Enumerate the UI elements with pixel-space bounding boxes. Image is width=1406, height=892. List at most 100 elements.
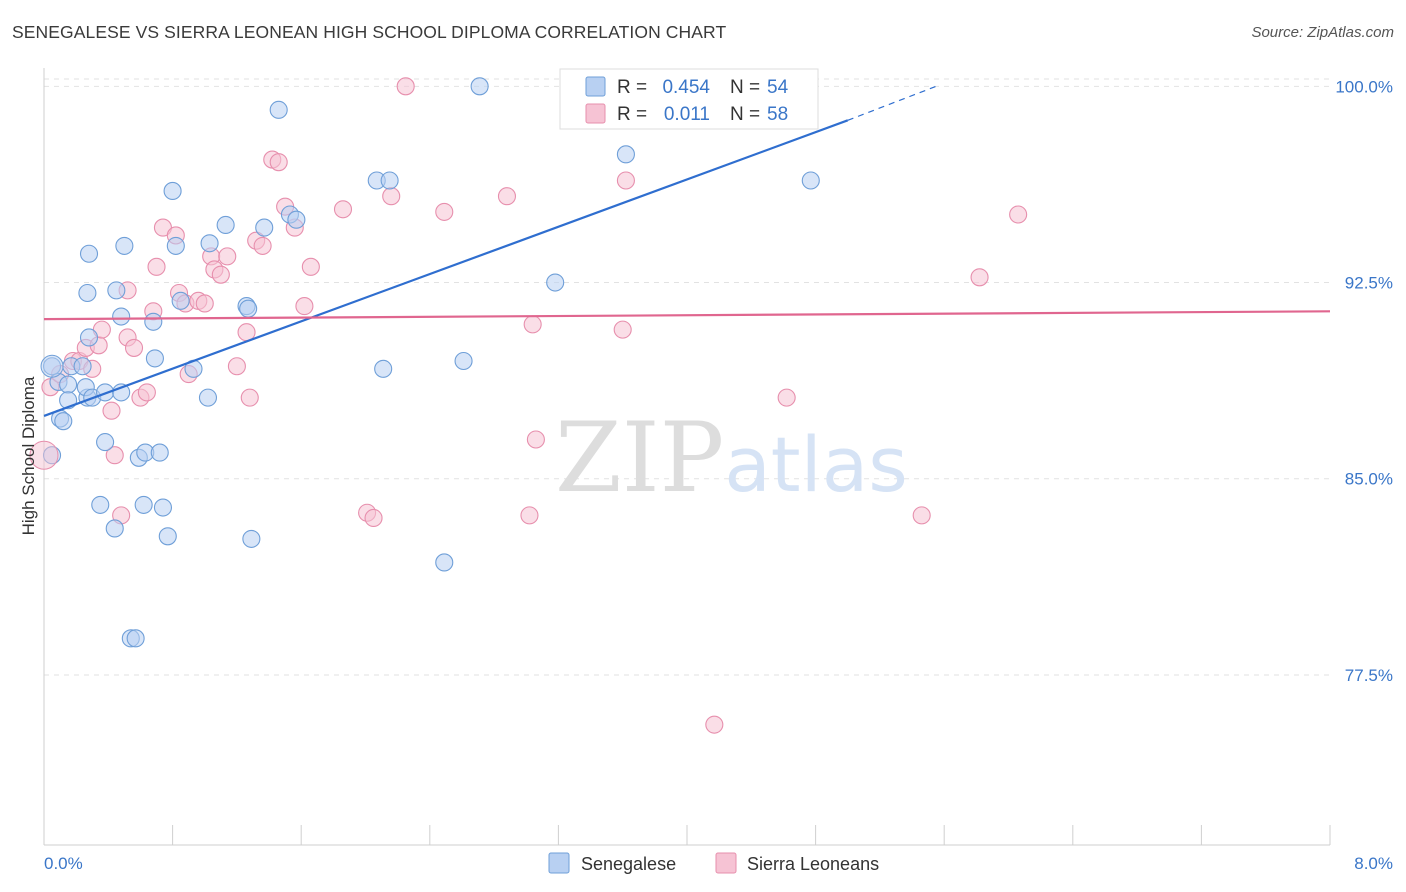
sierra-leonean-point <box>382 187 401 206</box>
senegalese-point <box>163 181 182 201</box>
sierra-leonean-point <box>227 357 246 376</box>
sierra-leonean-point <box>301 257 320 276</box>
sierra-leonean-point <box>364 508 383 528</box>
senegalese-point <box>54 412 73 431</box>
sierra-leonean-point <box>333 200 353 219</box>
senegalese-point <box>454 351 473 371</box>
x-tick-label-max: 8.0% <box>1354 854 1393 873</box>
sierra-leonean-point <box>218 247 237 266</box>
bottom-legend: Senegalese Sierra Leoneans <box>548 852 879 874</box>
bottom-legend-label-senegalese: Senegalese <box>581 854 676 874</box>
senegalese-point <box>107 281 126 300</box>
sierra-leonean-point <box>195 294 214 313</box>
sierra-leonean-point <box>912 506 931 525</box>
senegalese-point <box>255 218 274 237</box>
chart-title: SENEGALESE VS SIERRA LEONEAN HIGH SCHOOL… <box>12 22 727 42</box>
legend-r-label: R = <box>617 77 647 98</box>
y-tick-label: 100.0% <box>1335 77 1393 96</box>
watermark-zip: ZIP <box>555 402 724 514</box>
legend-r-label: R = <box>617 104 647 125</box>
senegalese-point <box>242 529 261 548</box>
sierra-leonean-point <box>520 506 539 525</box>
legend: R = 0.454 N = 54 R = 0.011 N = 58 <box>559 68 819 130</box>
data-points <box>29 77 1028 734</box>
senegalese-point <box>78 283 97 303</box>
watermark-text: ZIPatlas <box>555 402 908 514</box>
senegalese-point <box>239 299 258 318</box>
senegalese-point <box>112 307 131 326</box>
senegalese-point <box>59 375 78 394</box>
legend-n-value: 54 <box>767 77 789 98</box>
sierra-leonean-point <box>526 430 545 449</box>
grid <box>44 78 1330 676</box>
senegalese-point <box>144 312 163 331</box>
senegalese-point <box>105 519 124 538</box>
sierra-leonean-point <box>396 77 415 96</box>
senegalese-point <box>158 527 177 546</box>
sierra-leonean-point <box>970 268 989 287</box>
sierra-leonean-point <box>29 440 59 470</box>
senegalese-point <box>374 359 393 378</box>
legend-r-value: 0.011 <box>664 104 710 125</box>
watermark-atlas: atlas <box>724 420 908 509</box>
sierra-leonean-point <box>124 338 144 357</box>
y-axis-label: High School Diploma <box>19 376 38 535</box>
legend-swatch-sierra-leonean <box>585 103 606 124</box>
sierra-leonean-point <box>705 715 724 734</box>
sierra-leonean-point <box>295 297 314 316</box>
senegalese-point <box>470 77 489 96</box>
sierra-leonean-trend-line <box>43 310 1331 321</box>
sierra-leonean-point <box>616 171 635 190</box>
axis-labels: 100.0% 92.5% 85.0% 77.5% 0.0% 8.0% High School… <box>19 77 1393 873</box>
sierra-leonean-point <box>777 388 796 407</box>
senegalese-point <box>171 291 190 310</box>
senegalese-point <box>153 498 173 517</box>
sierra-leonean-point <box>1009 205 1028 224</box>
senegalese-point <box>546 273 565 292</box>
senegalese-point <box>126 629 145 648</box>
senegalese-point <box>287 210 306 229</box>
y-tick-label: 85.0% <box>1345 470 1393 489</box>
senegalese-point <box>134 495 153 514</box>
senegalese-point <box>40 354 64 378</box>
senegalese-point <box>91 495 110 514</box>
senegalese-point <box>380 171 399 190</box>
senegalese-point <box>616 145 635 164</box>
chart-source: Source: ZipAtlas.com <box>1251 24 1394 41</box>
legend-n-label: N = <box>730 77 760 98</box>
senegalese-point <box>79 328 99 347</box>
sierra-leonean-point <box>497 187 517 206</box>
bottom-legend-swatch-sierra-leonean <box>715 852 737 874</box>
senegalese-point <box>801 171 820 190</box>
legend-swatch-senegalese <box>585 76 606 97</box>
sierra-leonean-point <box>102 401 121 420</box>
senegalese-point <box>96 433 115 452</box>
senegalese-point <box>198 388 218 407</box>
sierra-leonean-point <box>523 315 542 334</box>
x-tick-label-min: 0.0% <box>44 854 83 873</box>
senegalese-point <box>73 357 92 376</box>
sierra-leonean-point <box>269 153 288 172</box>
senegalese-trend-line <box>43 119 849 417</box>
bottom-legend-label-sierra-leonean: Sierra Leoneans <box>747 854 879 874</box>
senegalese-point <box>115 236 134 255</box>
legend-n-value: 58 <box>767 104 788 125</box>
senegalese-point <box>216 215 235 235</box>
watermark: ZIPatlas <box>555 402 908 514</box>
sierra-leonean-point <box>240 388 259 407</box>
sierra-leonean-point <box>435 202 454 221</box>
bottom-legend-swatch-senegalese <box>548 852 570 874</box>
senegalese-point <box>145 349 164 368</box>
trend-lines <box>43 85 1331 417</box>
legend-n-label: N = <box>730 104 760 125</box>
sierra-leonean-point <box>253 236 272 255</box>
sierra-leonean-point <box>211 265 230 284</box>
sierra-leonean-point <box>137 383 156 402</box>
sierra-leonean-point <box>105 446 124 465</box>
y-tick-label: 92.5% <box>1345 274 1393 293</box>
sierra-leonean-point <box>613 320 632 339</box>
legend-r-value: 0.454 <box>662 77 710 98</box>
senegalese-point <box>150 443 169 462</box>
senegalese-point <box>435 553 454 572</box>
